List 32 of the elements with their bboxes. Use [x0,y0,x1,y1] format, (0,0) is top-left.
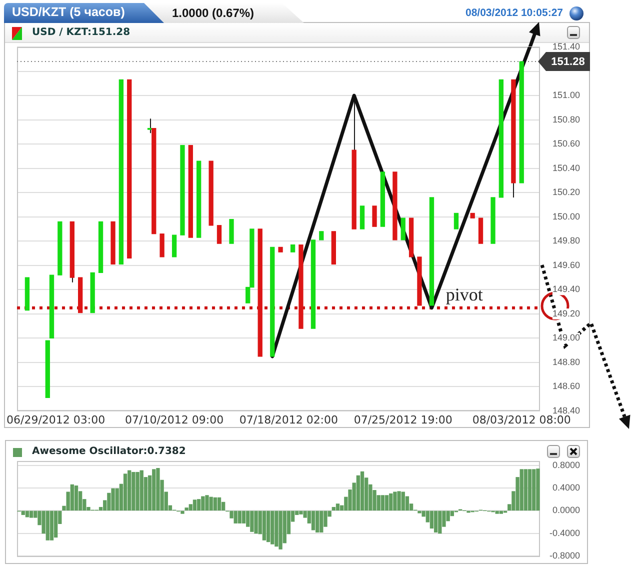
y-tick-label: 151.00 [552,90,580,100]
y-tick-label: 150.00 [552,211,580,222]
y-tick-label: 149.60 [552,260,580,270]
y-tick-label: 149.40 [552,284,580,294]
y-tick-label: 0.0000 [552,505,580,516]
ref-line-label: pivot [446,284,483,305]
y-tick-label: 151.40 [552,41,580,52]
y-tick-label: 0.4000 [552,482,580,493]
y-tick-label: 150.40 [552,162,580,173]
x-tick-label: 07/25/2012 19:00 [354,413,452,426]
y-tick-label: 149.20 [552,308,580,318]
y-tick-label: 150.20 [552,187,580,198]
text: 08/03/2012 10:05:27 [466,7,563,19]
y-tick-label: 0.8000 [552,460,580,470]
y-tick-label: 148.60 [552,381,580,392]
text: USD / KZT:151.28 [32,27,130,38]
x-tick-label: 07/10/2012 09:00 [125,413,224,426]
y-tick-label: 149.80 [552,236,580,246]
chart-title: Awesome Oscillator:0.7382 [32,446,186,457]
x-tick-label: 08/03/2012 08:00 [472,413,571,426]
chart-title: USD/KZT (5 часов) [12,5,125,19]
y-tick-label: 149.00 [552,332,580,343]
y-tick-label: 148.40 [552,405,580,416]
y-tick-label: 150.80 [552,114,580,124]
y-tick-label: -0.4000 [549,528,580,538]
x-tick-label: 07/18/2012 02:00 [239,413,338,426]
y-tick-label: 148.80 [552,356,580,367]
ref-line-label: 151.28 [551,56,585,68]
y-tick-label: 150.60 [552,138,580,149]
x-tick-label: 06/29/2012 03:00 [6,413,106,426]
y-tick-label: -0.8000 [549,550,580,560]
chart-subtitle: 1.0000 (0.67%) [172,6,254,20]
